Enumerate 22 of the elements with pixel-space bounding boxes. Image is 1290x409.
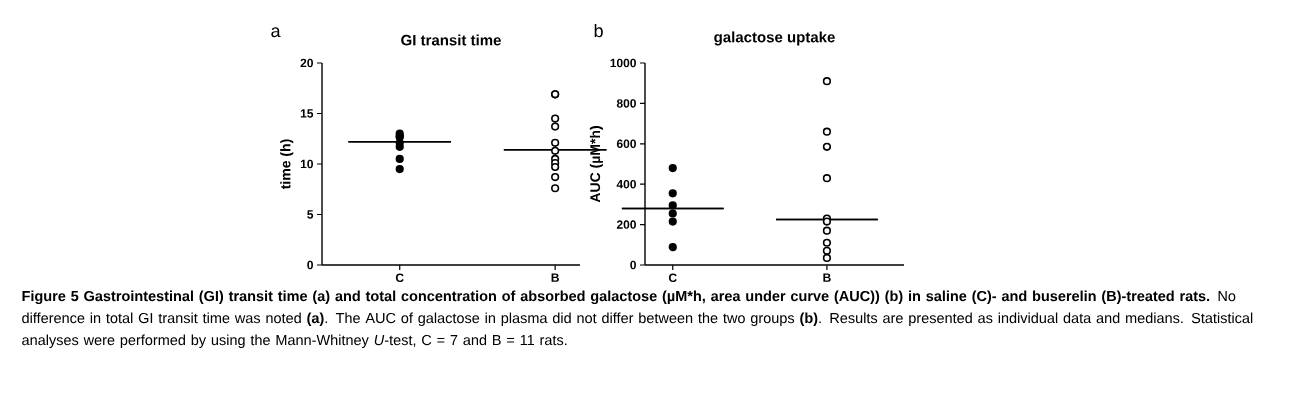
chart-title: GI transit time <box>401 34 501 46</box>
y-axis-title: time (h) <box>280 139 294 190</box>
text: b <box>594 23 603 38</box>
y-tick-label: 800 <box>616 99 636 108</box>
y-tick-label: 15 <box>300 109 314 118</box>
y-tick-label: 1000 <box>610 58 636 68</box>
y-tick-label: 10 <box>300 159 313 169</box>
y-tick-label: 5 <box>307 210 314 219</box>
x-tick-label: B <box>823 273 831 282</box>
x-tick-label: C <box>668 273 677 283</box>
x-tick-label: C <box>395 273 404 283</box>
x-tick-label: B <box>551 273 559 282</box>
y-axis-title: AUC (µM*h) <box>589 126 603 203</box>
text: a <box>271 27 281 38</box>
text: Figure 5 Gastrointestinal (GI) transit time (a) and total concentration of absorbed galactose (µM*h, area under curve (AUC)) (b) in saline (C)- and buserelin (B)-treated rats. No difference in total GI transit time was noted (a). The AUC of galactose in plasma did not differ between the two groups (b). Results are presented as individual data and medians. Statistical analyses were performed by using the Mann-Whitney U-test, C = 7 and B = 11 rats. <box>22 290 1253 349</box>
y-tick-label: 0 <box>307 260 313 270</box>
y-tick-label: 0 <box>630 260 636 270</box>
chart-title: galactose uptake <box>714 31 835 46</box>
y-tick-label: 200 <box>616 220 636 229</box>
y-tick-label: 600 <box>616 139 636 149</box>
y-tick-label: 20 <box>300 58 313 68</box>
y-tick-label: 400 <box>616 179 636 189</box>
